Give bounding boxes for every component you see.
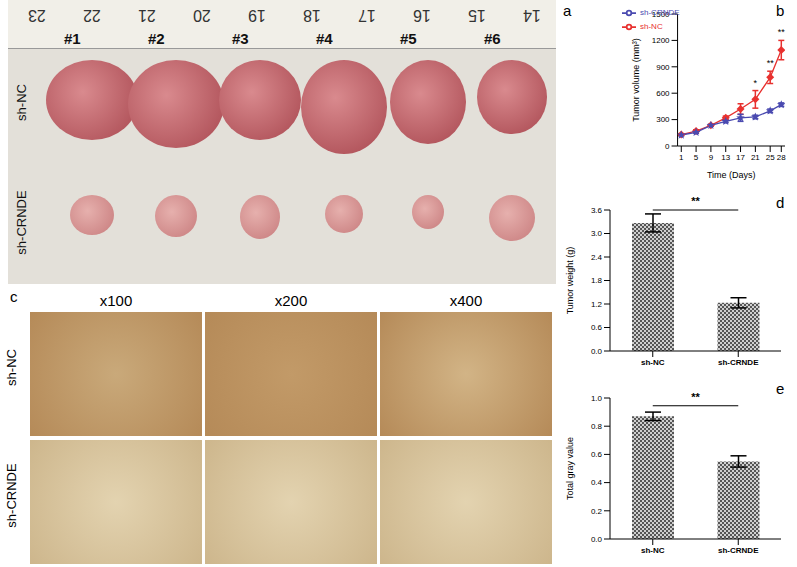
svg-text:3.6: 3.6	[591, 206, 603, 215]
svg-text:25: 25	[766, 153, 775, 162]
svg-text:2.4: 2.4	[591, 253, 603, 262]
svg-text:sh-NC: sh-NC	[641, 546, 665, 555]
svg-text:sh-NC: sh-NC	[641, 358, 665, 367]
svg-text:1: 1	[679, 153, 684, 162]
svg-text:900: 900	[656, 63, 670, 72]
svg-text:0.8: 0.8	[591, 422, 603, 431]
svg-text:0: 0	[665, 142, 670, 151]
svg-text:300: 300	[656, 115, 670, 124]
svg-text:0.2: 0.2	[591, 507, 603, 516]
svg-text:28: 28	[777, 153, 786, 162]
svg-text:1200: 1200	[652, 36, 670, 45]
svg-text:Time (Days): Time (Days)	[707, 170, 756, 180]
svg-text:0.0: 0.0	[591, 347, 603, 356]
svg-text:*: *	[754, 78, 758, 88]
svg-text:1.8: 1.8	[591, 276, 603, 285]
svg-text:Tumor volume (mm³): Tumor volume (mm³)	[631, 38, 641, 122]
svg-text:3.0: 3.0	[591, 229, 603, 238]
svg-text:1.0: 1.0	[591, 394, 603, 403]
svg-text:17: 17	[736, 153, 745, 162]
svg-text:5: 5	[694, 153, 699, 162]
svg-text:**: **	[691, 391, 700, 403]
svg-text:0.6: 0.6	[591, 450, 603, 459]
svg-text:1.2: 1.2	[591, 300, 603, 309]
svg-text:600: 600	[656, 89, 670, 98]
svg-text:13: 13	[721, 153, 730, 162]
svg-text:0.6: 0.6	[591, 323, 603, 332]
svg-text:**: **	[767, 58, 775, 68]
svg-text:Tumor weight (g): Tumor weight (g)	[565, 247, 575, 315]
svg-text:1500: 1500	[652, 10, 670, 19]
svg-text:Total gray value: Total gray value	[565, 437, 575, 500]
svg-text:21: 21	[751, 153, 760, 162]
svg-text:0.0: 0.0	[591, 535, 603, 544]
svg-text:0.4: 0.4	[591, 478, 603, 487]
svg-text:**: **	[691, 195, 700, 207]
svg-text:sh-CRNDE: sh-CRNDE	[718, 358, 759, 367]
svg-text:sh-CRNDE: sh-CRNDE	[718, 546, 759, 555]
svg-text:**: **	[778, 27, 786, 37]
svg-text:9: 9	[709, 153, 714, 162]
